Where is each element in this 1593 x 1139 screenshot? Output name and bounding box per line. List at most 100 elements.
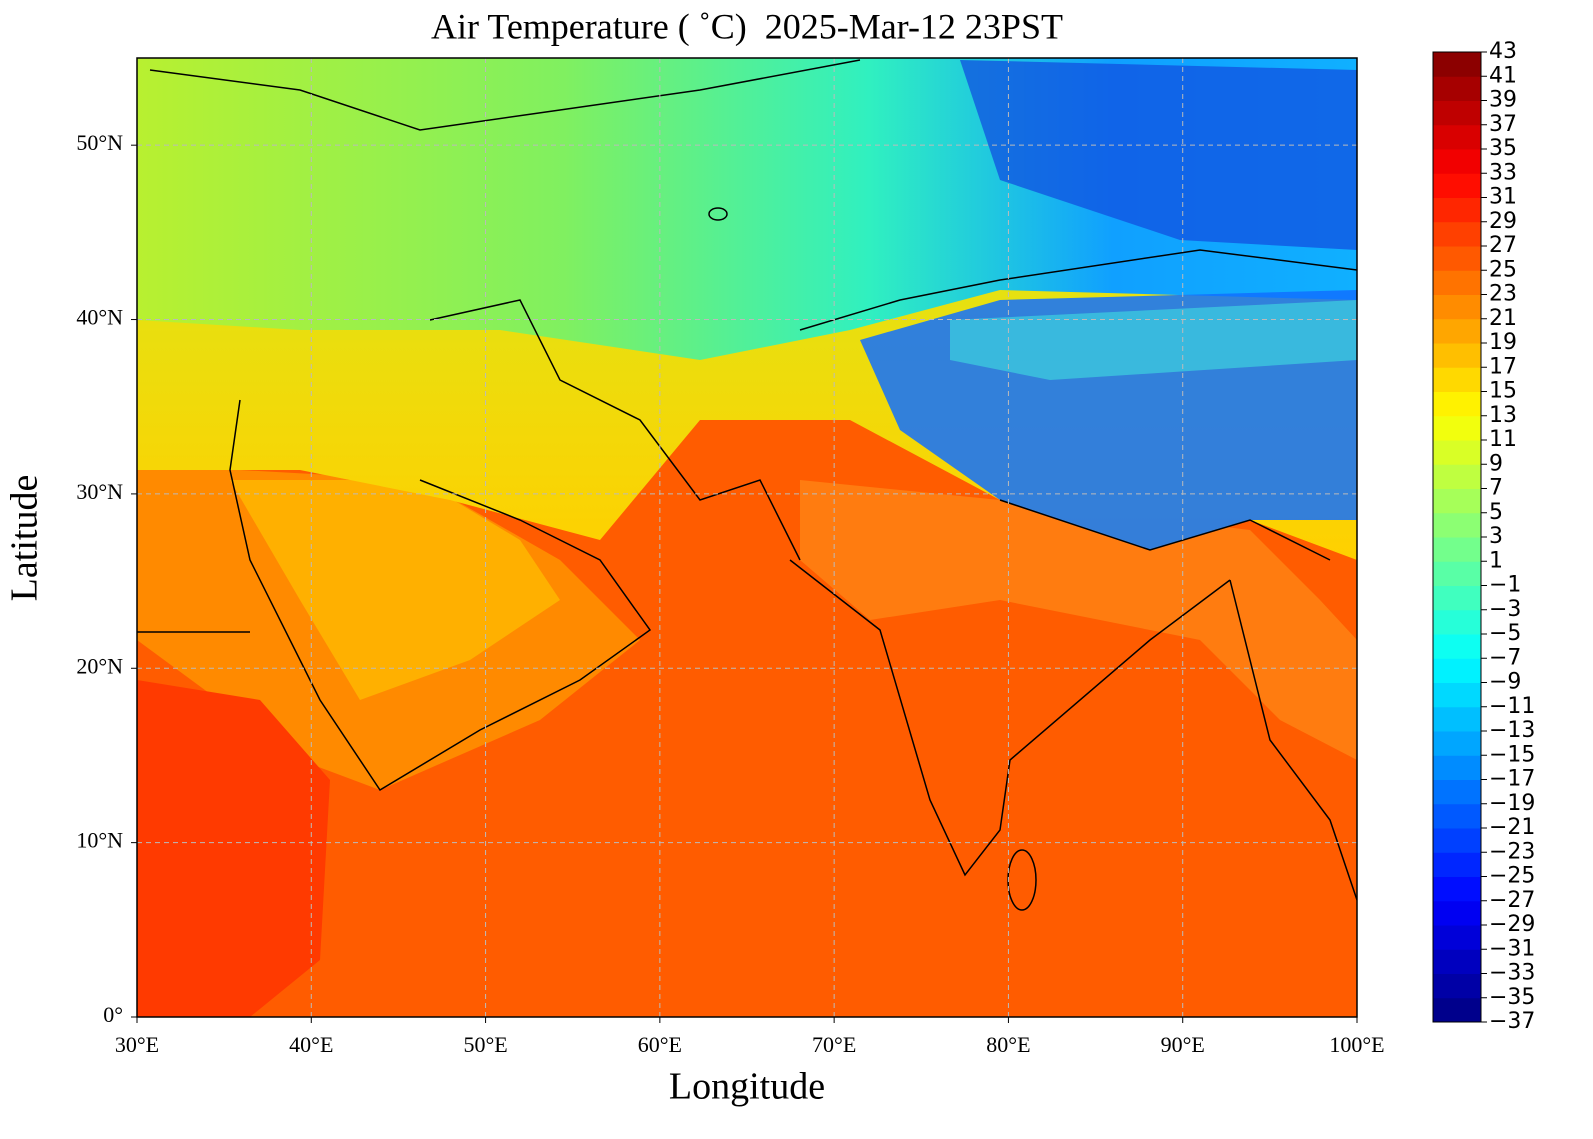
colorbar-band [1433,124,1481,150]
colorbar-band [1433,76,1481,101]
colorbar-tick-label: −31 [1489,936,1535,961]
colorbar-band [1433,900,1481,926]
colorbar-band [1433,997,1481,1023]
colorbar-tick-label: −21 [1489,815,1535,840]
colorbar-tick-label: 37 [1489,112,1517,137]
colorbar-tick-label: −7 [1489,645,1521,670]
colorbar-tick-label: 31 [1489,185,1517,210]
colorbar-band [1433,852,1481,877]
colorbar-band [1433,973,1481,999]
colorbar-band [1433,876,1481,902]
colorbar-tick-label: 35 [1489,136,1517,161]
colorbar-tick-label: 23 [1489,282,1517,307]
colorbar-tick-label: 21 [1489,306,1517,331]
colorbar-band [1433,367,1481,392]
colorbar-band [1433,561,1481,586]
map [137,58,1357,1017]
colorbar-band [1433,658,1481,683]
colorbar-band [1433,512,1481,538]
colorbar-tick-label: −9 [1489,670,1521,695]
colorbar-tick-label: −25 [1489,864,1535,889]
colorbar-band [1433,803,1481,829]
colorbar-tick-label: 13 [1489,403,1517,428]
colorbar-tick-label: 7 [1489,476,1503,501]
colorbar-band [1433,294,1481,320]
colorbar-tick-label: 5 [1489,500,1503,525]
colorbar-band [1433,706,1481,732]
y-tick-label: 30°N [76,479,123,504]
plot-frame [136,57,1358,1018]
colorbar-tick-label: −19 [1489,791,1535,816]
colorbar-tick-label: 19 [1489,330,1517,355]
colorbar-tick-label: −27 [1489,888,1535,913]
colorbar-band [1433,731,1481,756]
colorbar-tick-label: 29 [1489,209,1517,234]
y-tick-label: 50°N [76,130,123,155]
colorbar-tick-label: −33 [1489,961,1535,986]
colorbar-band [1433,779,1481,805]
colorbar-band [1433,173,1481,198]
y-axis-label: Latitude [4,475,46,602]
colorbar-band [1433,634,1481,659]
colorbar-tick-label: 41 [1489,63,1517,88]
colorbar-tick-label: 1 [1489,548,1503,573]
colorbar-tick-label: −3 [1489,597,1521,622]
colorbar-band [1433,828,1481,853]
colorbar-band [1433,949,1481,974]
colorbar-band [1433,318,1481,344]
colorbar-tick-label: 9 [1489,451,1503,476]
colorbar-band [1433,149,1481,174]
x-tick-label: 60°E [638,1032,682,1057]
x-axis-label: Longitude [669,1066,825,1108]
colorbar-band [1433,343,1481,368]
colorbar-tick-label: 25 [1489,257,1517,282]
x-tick-label: 100°E [1329,1032,1384,1057]
colorbar-tick-label: −11 [1489,694,1535,719]
colorbar-tick-label: −29 [1489,912,1535,937]
colorbar-tick-label: 27 [1489,233,1517,258]
chart-title: Air Temperature ( ˚C) 2025-Mar-12 23PST [431,6,1063,46]
colorbar-tick-label: 15 [1489,379,1517,404]
colorbar-band [1433,221,1481,247]
colorbar-band [1433,609,1481,635]
colorbar-band [1433,537,1481,562]
colorbar-tick-label: 39 [1489,88,1517,113]
colorbar-band [1433,440,1481,465]
y-tick-label: 40°N [76,305,123,330]
colorbar-tick-label: −23 [1489,839,1535,864]
colorbar-band [1433,415,1481,441]
x-tick-label: 90°E [1161,1032,1205,1057]
colorbar-tick-label: 3 [1489,524,1503,549]
colorbar-band [1433,197,1481,223]
colorbar-tick-label: −5 [1489,621,1521,646]
colorbar-band [1433,464,1481,489]
colorbar-band [1433,100,1481,126]
colorbar-tick-label: 33 [1489,160,1517,185]
colorbar-tick-label: −37 [1489,1009,1535,1034]
x-tick-label: 30°E [115,1032,159,1057]
colorbar-tick-label: −15 [1489,742,1535,767]
x-tick-label: 80°E [986,1032,1030,1057]
colorbar-band [1433,755,1481,780]
colorbar-band [1433,52,1481,77]
colorbar-band [1433,488,1481,514]
colorbar-band [1433,585,1481,611]
y-tick-label: 10°N [76,828,123,853]
colorbar-tick-label: −17 [1489,767,1535,792]
colorbar-band [1433,391,1481,417]
colorbar-band [1433,682,1481,708]
colorbar-band [1433,925,1481,950]
colorbar-tick-label: 11 [1489,427,1517,452]
colorbar-tick-label: 17 [1489,354,1517,379]
colorbar-band [1433,270,1481,295]
x-tick-label: 70°E [812,1032,856,1057]
colorbar-tick-label: −35 [1489,985,1535,1010]
colorbar-tick-label: −13 [1489,718,1535,743]
x-tick-label: 40°E [289,1032,333,1057]
x-tick-label: 50°E [463,1032,507,1057]
colorbar-tick-label: −1 [1489,573,1521,598]
colorbar-tick-label: 43 [1489,39,1517,64]
colorbar-band [1433,246,1481,271]
